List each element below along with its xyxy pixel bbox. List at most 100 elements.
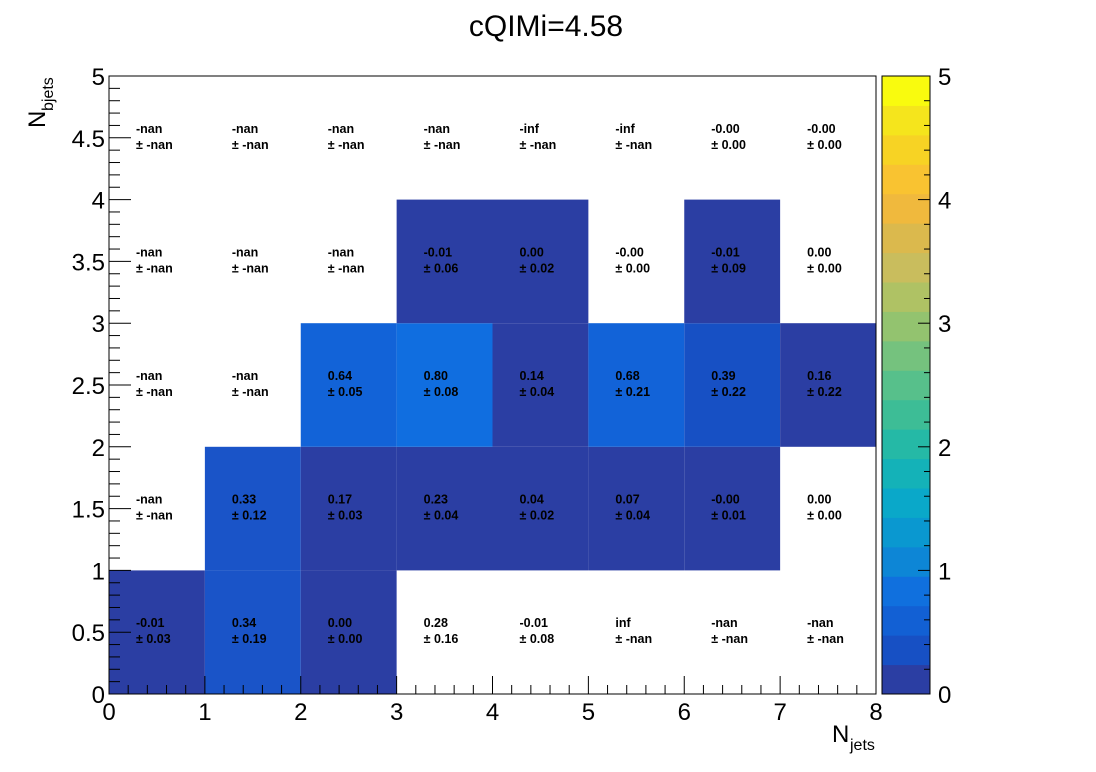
cell-value-label: 0.80	[424, 369, 448, 383]
heatmap-cell	[588, 446, 685, 571]
cell-value-label: 0.34	[232, 616, 256, 630]
cell-value-label: -0.01	[520, 616, 549, 630]
palette-swatch	[882, 635, 930, 666]
cell-error-label: ± 0.01	[711, 509, 746, 523]
cell-value-label: -inf	[520, 122, 540, 136]
cell-error-label: ± -nan	[520, 138, 557, 152]
palette-swatch	[882, 370, 930, 401]
palette-swatch	[882, 164, 930, 195]
cell-value-label: -0.00	[807, 122, 836, 136]
heatmap-cell	[300, 570, 397, 694]
y-axis-title-sub: bjets	[40, 77, 57, 111]
cell-value-labels: -0.01 ± 0.03 0.34 ± 0.19 0.00 ± 0.00 0.28 ± 0.1…	[136, 122, 844, 646]
x-tick-label: 6	[678, 699, 691, 726]
y-tick-label: 3	[92, 311, 105, 338]
cell-value-label: -nan	[136, 245, 162, 259]
palette-swatch	[882, 517, 930, 548]
heatmap-cell	[396, 446, 493, 571]
cell-value-label: 0.68	[615, 369, 639, 383]
cell-error-label: ± 0.03	[136, 632, 171, 646]
heatmap-cells	[109, 199, 876, 694]
cell-error-label: ± 0.06	[424, 261, 459, 275]
cell-value-label: 0.28	[424, 616, 448, 630]
y-tick-label: 3.5	[72, 249, 105, 276]
x-tick-label: 7	[773, 699, 786, 726]
cell-error-label: ± 0.00	[807, 261, 842, 275]
x-tick-label: 8	[869, 699, 882, 726]
palette-swatch	[882, 134, 930, 165]
x-tick-label: 3	[390, 699, 403, 726]
cell-error-label: ± 0.00	[328, 632, 363, 646]
cell-error-label: ± 0.00	[711, 138, 746, 152]
heatmap-cell	[492, 446, 589, 571]
x-tick-label: 5	[582, 699, 595, 726]
heatmap-cell	[204, 446, 301, 571]
heatmap-cell	[684, 323, 781, 447]
heatmap-cell	[684, 199, 781, 324]
cell-value-label: -0.01	[136, 616, 165, 630]
palette-swatch	[882, 664, 930, 695]
cell-value-label: -0.00	[711, 122, 740, 136]
palette-swatch	[882, 282, 930, 312]
y-tick-label: 2.5	[72, 373, 105, 400]
palette-swatch	[882, 193, 930, 224]
palette-tick-label: 3	[938, 311, 951, 338]
cell-value-label: -0.00	[711, 493, 740, 507]
y-tick-label: 1.5	[72, 497, 105, 524]
cell-value-label: -nan	[424, 122, 450, 136]
palette-swatch	[882, 340, 930, 371]
cell-error-label: ± 0.00	[807, 138, 842, 152]
cell-error-label: ± 0.12	[232, 509, 267, 523]
palette-tick-label: 5	[938, 64, 951, 91]
cell-error-label: ± -nan	[328, 138, 365, 152]
cell-error-label: ± 0.02	[520, 509, 555, 523]
color-scale-palette: 0 1 2 3 4 5	[881, 64, 951, 709]
cell-value-label: -nan	[232, 245, 258, 259]
cell-value-label: -nan	[232, 369, 258, 383]
cell-value-label: 0.64	[328, 369, 352, 383]
cell-error-label: ± 0.22	[711, 385, 746, 399]
cell-value-label: -nan	[136, 122, 162, 136]
cell-error-label: ± -nan	[136, 138, 173, 152]
heatmap-cell	[204, 570, 301, 694]
x-tick-label: 0	[102, 699, 115, 726]
cell-value-label: -0.01	[424, 245, 453, 259]
cell-error-label: ± 0.08	[424, 385, 459, 399]
cell-value-label: 0.39	[711, 369, 735, 383]
palette-swatch	[882, 429, 930, 460]
cell-value-label: 0.33	[232, 493, 256, 507]
cell-value-label: -nan	[232, 122, 258, 136]
cell-error-label: ± 0.09	[711, 261, 746, 275]
heatmap-cell	[588, 323, 685, 447]
palette-swatch	[882, 252, 930, 283]
palette-swatch	[882, 311, 930, 342]
cell-error-label: ± 0.21	[615, 385, 650, 399]
chart-title: cQIMi=4.58	[469, 10, 623, 43]
palette-swatch	[882, 399, 930, 430]
cell-error-label: ± 0.00	[807, 509, 842, 523]
cell-error-label: ± 0.03	[328, 509, 363, 523]
cell-value-label: -nan	[328, 245, 354, 259]
y-tick-label: 0.5	[72, 620, 105, 647]
cell-error-label: ± 0.08	[520, 632, 555, 646]
heatmap-cell	[300, 323, 397, 447]
cell-error-label: ± -nan	[136, 509, 173, 523]
y-tick-label: 0	[92, 682, 105, 709]
palette-tick-label: 1	[938, 558, 951, 585]
cell-error-label: ± 0.04	[520, 385, 555, 399]
x-tick-label: 1	[198, 699, 211, 726]
cell-value-label: -0.01	[711, 245, 740, 259]
cell-error-label: ± 0.22	[807, 385, 842, 399]
heatmap-cell	[780, 323, 876, 447]
cell-value-label: 0.16	[807, 369, 831, 383]
cell-error-label: ± 0.04	[424, 509, 459, 523]
cell-value-label: 0.17	[328, 493, 352, 507]
palette-swatch	[882, 546, 930, 577]
heatmap-cell	[684, 446, 781, 571]
cell-value-label: inf	[615, 616, 631, 630]
cell-error-label: ± -nan	[615, 632, 652, 646]
palette-swatch	[882, 76, 930, 106]
palette-swatch	[882, 458, 930, 489]
cell-error-label: ± -nan	[232, 261, 269, 275]
